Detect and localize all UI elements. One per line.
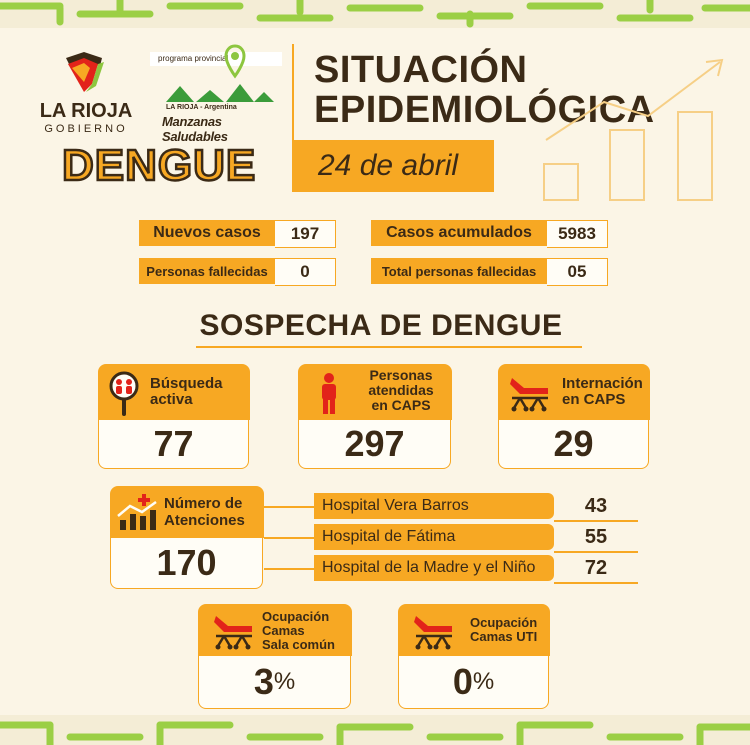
hospital-name: Hospital Vera Barros (314, 493, 554, 519)
uti-label-1: Ocupación (470, 615, 538, 630)
brand-sub: GOBIERNO (44, 123, 128, 135)
page-title-line1: SITUACIÓN (314, 49, 528, 91)
internacion-label-2: en CAPS (562, 391, 626, 408)
hospital-row: Hospital de Fátima 55 (314, 524, 638, 553)
program-tag: programa provincial (150, 52, 282, 66)
accumulated-cases-label: Casos acumulados (371, 220, 547, 246)
connector-line (264, 537, 314, 539)
program-logo: programa provincial LA RIOJA - Argentina… (148, 44, 284, 144)
map-pin-icon (224, 44, 246, 79)
growth-chart-icon (543, 58, 724, 201)
uti-value: 0 (452, 661, 473, 702)
card-numero-atenciones: 170 Número de Atenciones (110, 486, 264, 590)
brand-name: LA RIOJA (39, 100, 133, 122)
uti-value-box: 0% (398, 656, 549, 709)
sala-comun-unit: % (273, 668, 296, 695)
card-ocupacion-sala-comun: 3% Ocupación Camas Sala común (198, 604, 352, 710)
program-logo-text: LA RIOJA - Argentina (166, 104, 237, 111)
sala-comun-label-2: Camas (262, 623, 305, 638)
internacion-label-1: Internación (562, 375, 643, 392)
page-title-line2: EPIDEMIOLÓGICA (314, 89, 655, 131)
hospital-row: Hospital Vera Barros 43 (314, 493, 638, 522)
deaths-value: 0 (275, 258, 336, 286)
accumulated-cases-value: 5983 (547, 220, 608, 248)
sala-comun-label-3: Sala común (262, 637, 335, 652)
connector-line (264, 568, 314, 570)
busqueda-label-1: Búsqueda (150, 375, 223, 392)
top-pattern-band (0, 0, 750, 28)
personas-label-3: en CAPS (371, 397, 431, 413)
disease-title: DENGUE (61, 140, 257, 192)
house-rows-icon (166, 84, 274, 102)
stretcher-icon (510, 378, 548, 412)
atenciones-value: 170 (110, 538, 263, 589)
la-rioja-emblem-icon (66, 52, 104, 92)
date-badge: 24 de abril (292, 140, 494, 192)
connector-line (264, 506, 314, 508)
total-deaths-value: 05 (547, 258, 608, 286)
internacion-value: 29 (498, 420, 649, 469)
stretcher-icon (214, 616, 252, 650)
personas-value: 297 (298, 420, 451, 469)
uti-unit: % (472, 668, 495, 695)
sala-comun-label-1: Ocupación (262, 609, 330, 624)
card-ocupacion-uti: 0% Ocupación Camas UTI (398, 604, 550, 710)
card-busqueda-activa: 77 Búsqueda activa (98, 364, 250, 470)
hospital-value: 43 (584, 494, 608, 517)
bottom-pattern-band (0, 715, 750, 745)
sala-comun-value: 3 (253, 661, 274, 702)
la-rioja-logo: LA RIOJA GOBIERNO (34, 50, 138, 142)
hospital-name: Hospital de la Madre y el Niño (314, 555, 554, 581)
new-cases-value: 197 (275, 220, 336, 248)
new-cases-label: Nuevos casos (139, 220, 275, 246)
hospital-value: 55 (584, 525, 608, 548)
total-deaths-label: Total personas fallecidas (371, 258, 547, 284)
busqueda-value: 77 (98, 420, 249, 469)
atenciones-label-2: Atenciones (164, 512, 245, 529)
busqueda-label-2: activa (150, 391, 193, 408)
section-title: SOSPECHA DE DENGUE (199, 309, 563, 342)
personas-label-2: atendidas (368, 382, 434, 398)
uti-label-2: Camas UTI (470, 629, 538, 644)
card-personas-atendidas: 297 Personas atendidas en CAPS (298, 364, 452, 470)
deaths-label: Personas fallecidas (139, 258, 275, 284)
sala-comun-value-box: 3% (198, 656, 351, 709)
atenciones-label-1: Número de (164, 495, 243, 512)
hospital-row: Hospital de la Madre y el Niño 72 (314, 555, 638, 584)
person-icon (322, 373, 336, 414)
header-divider (292, 44, 294, 192)
chart-cross-icon (117, 494, 157, 530)
personas-label-1: Personas (369, 367, 433, 383)
program-name: Manzanas Saludables (162, 114, 228, 144)
card-internacion: 29 Internación en CAPS (498, 364, 650, 470)
section-underline (196, 346, 582, 348)
hospital-value: 72 (584, 556, 608, 579)
people-search-icon (109, 371, 139, 416)
hospital-name: Hospital de Fátima (314, 524, 554, 550)
stretcher-icon (414, 616, 452, 650)
